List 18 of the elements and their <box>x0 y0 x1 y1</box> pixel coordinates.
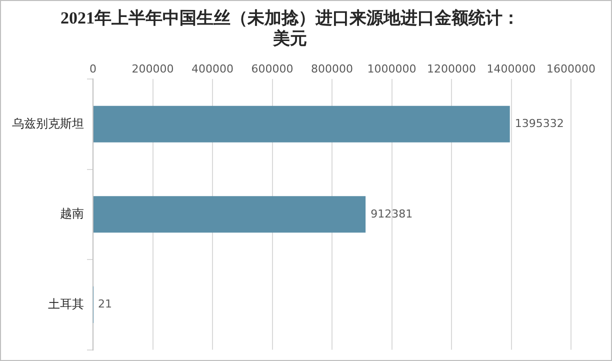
x-tick-label: 1600000 <box>546 62 596 76</box>
y-tick-label: 土耳其 <box>48 296 84 311</box>
x-tick-label: 400000 <box>192 62 234 76</box>
x-tick-label: 600000 <box>251 62 294 76</box>
chart-title: 2021年上半年中国生丝（未加捻）进口来源地进口金额统计：美元 <box>60 8 520 48</box>
y-tick-label: 越南 <box>60 206 84 221</box>
data-label: 1395332 <box>514 116 564 130</box>
bar <box>94 196 366 233</box>
x-tick-label: 800000 <box>311 62 353 76</box>
bar <box>94 106 510 142</box>
x-tick-label: 1400000 <box>486 62 536 76</box>
x-tick-label: 1000000 <box>367 62 416 76</box>
x-tick-label: 0 <box>90 62 96 76</box>
data-label: 912381 <box>370 207 413 220</box>
x-tick-label: 200000 <box>132 62 174 76</box>
x-tick-label: 1200000 <box>427 62 476 76</box>
data-label: 21 <box>98 298 112 311</box>
y-tick-label: 乌兹别克斯坦 <box>12 116 84 130</box>
